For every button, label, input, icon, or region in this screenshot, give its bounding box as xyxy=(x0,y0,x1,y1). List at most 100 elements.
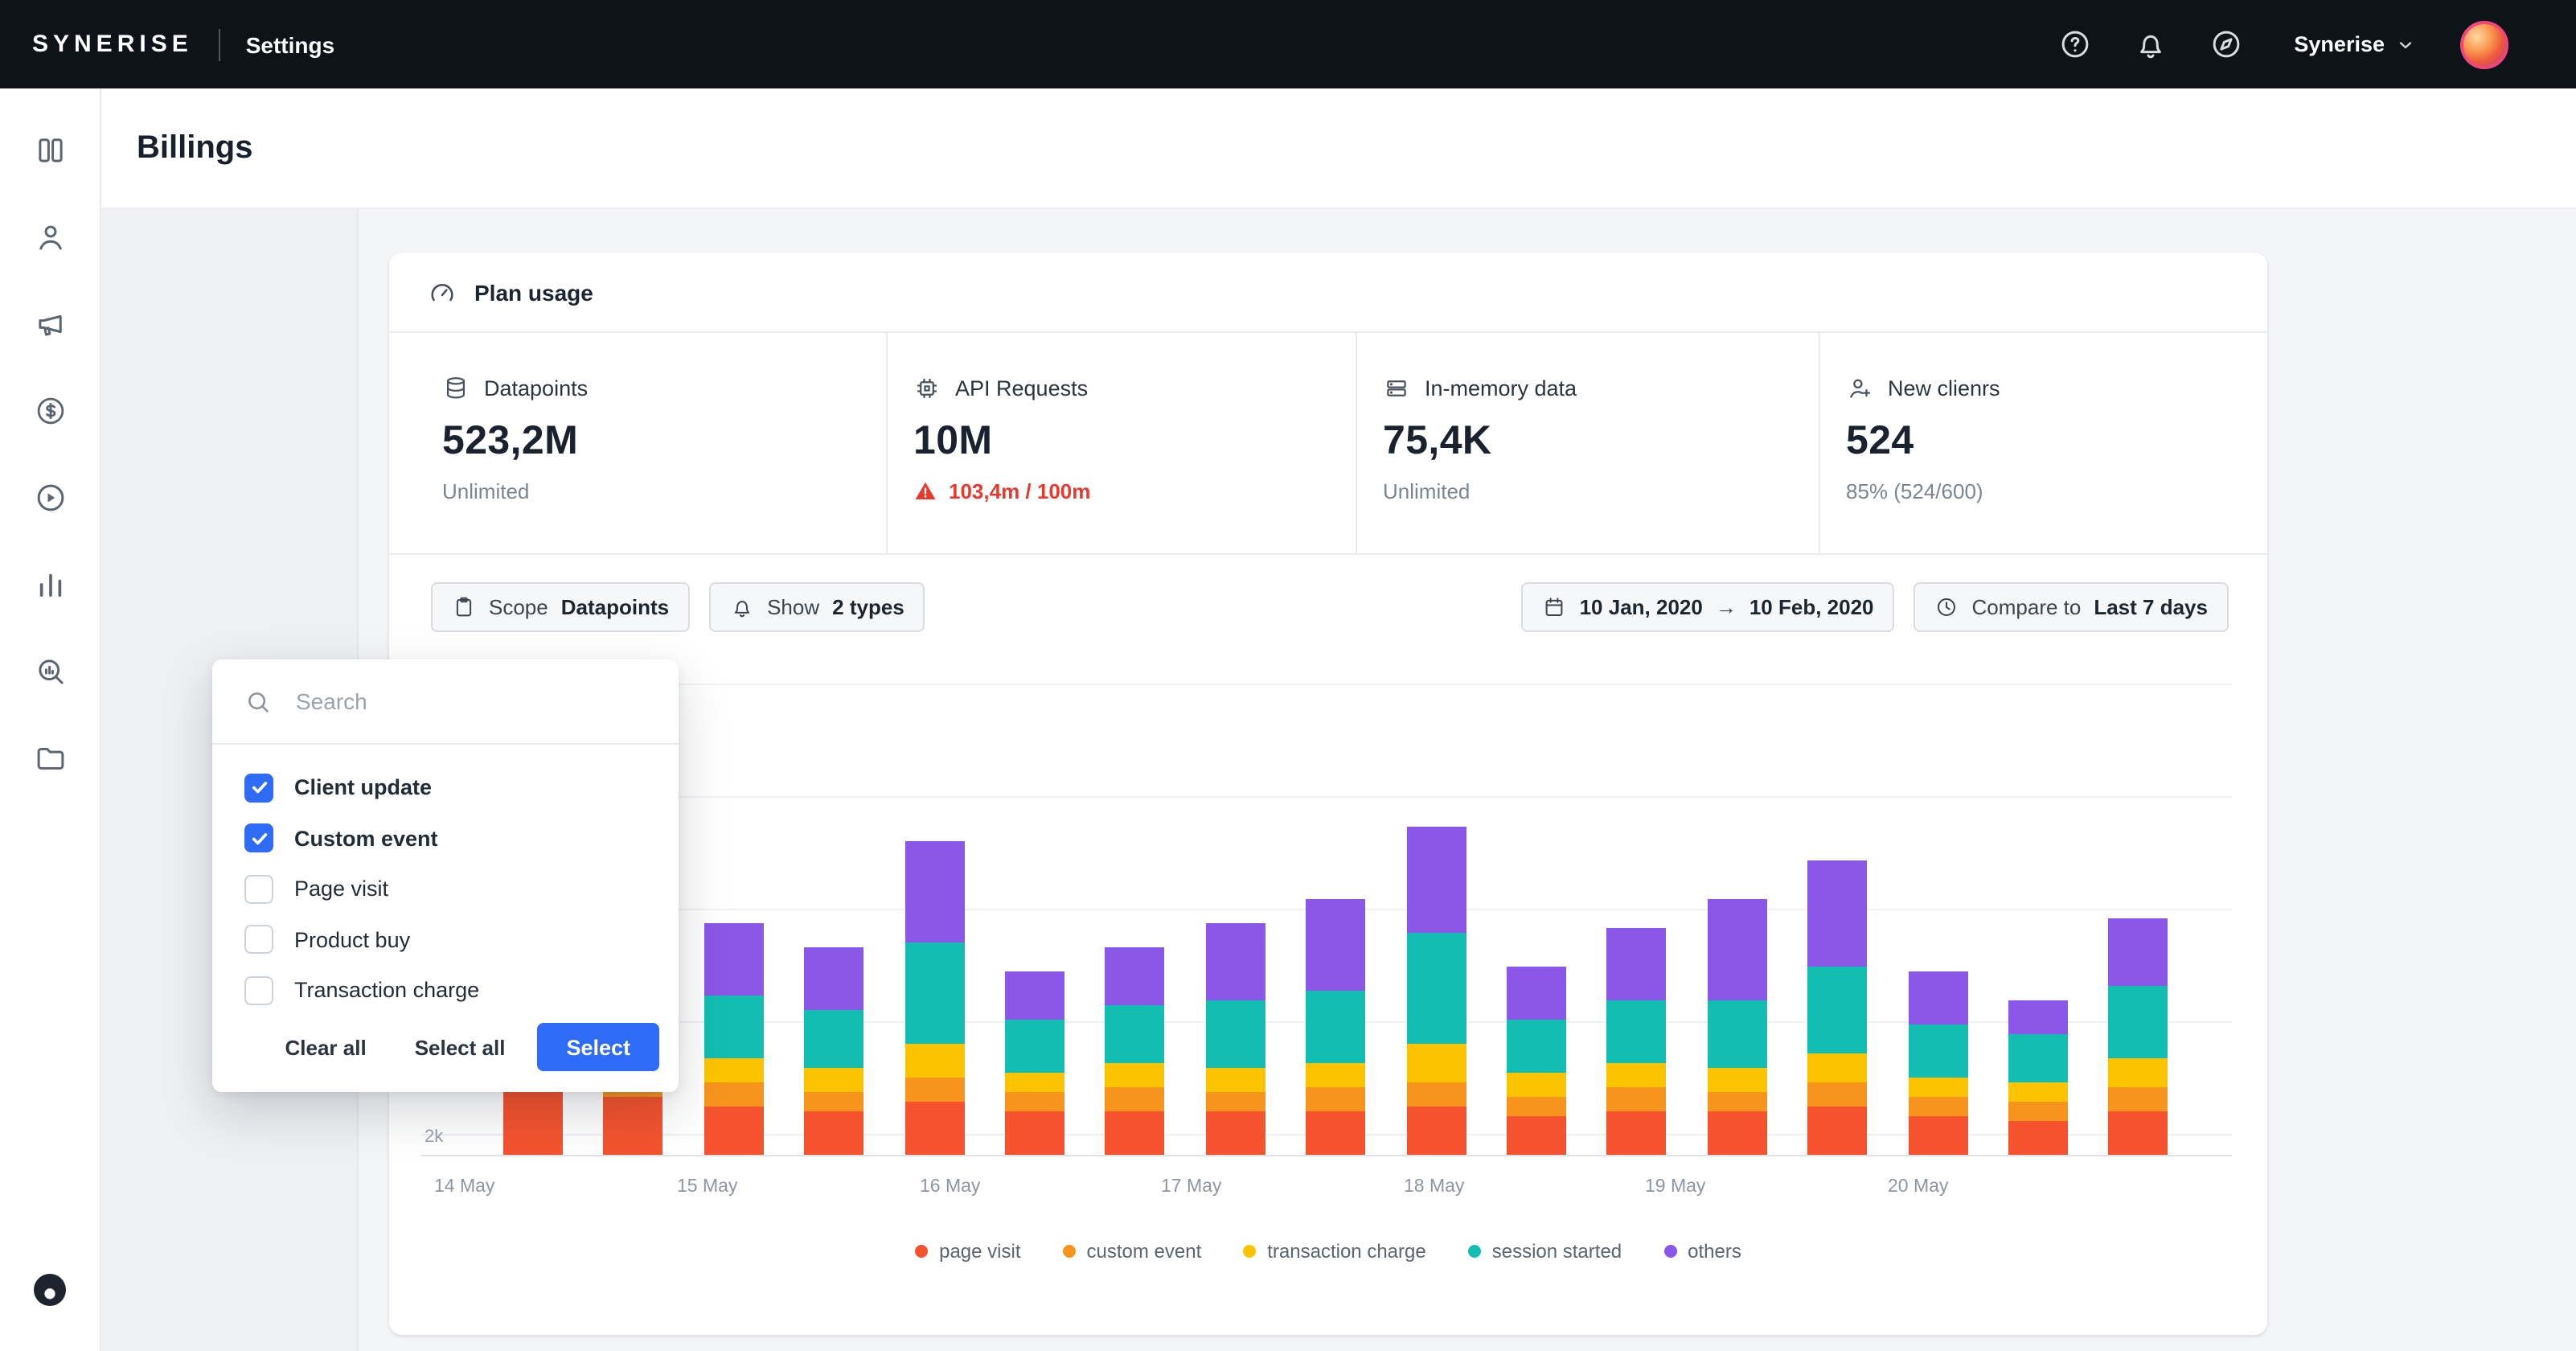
checkbox[interactable] xyxy=(244,823,273,853)
clear-all-button[interactable]: Clear all xyxy=(285,1035,367,1059)
sidebar-item-insights[interactable] xyxy=(33,655,67,688)
chart-bar xyxy=(1205,923,1265,1155)
clipboard-icon xyxy=(456,597,472,617)
user-avatar[interactable] xyxy=(2460,20,2508,68)
sidebar-item-revenue[interactable] xyxy=(33,394,67,428)
bar-segment xyxy=(1908,971,1968,1025)
bar-segment xyxy=(703,996,764,1058)
main-sidebar xyxy=(0,88,101,1351)
legend-dot xyxy=(1467,1245,1481,1258)
sidebar-item-campaigns[interactable] xyxy=(33,307,67,341)
sidebar-item-dashboard[interactable] xyxy=(33,133,67,167)
account-switcher[interactable]: Synerise xyxy=(2294,32,2415,56)
bar-segment xyxy=(1105,1005,1165,1063)
notifications-bell-icon[interactable] xyxy=(2133,27,2167,61)
bar-segment xyxy=(1507,1020,1566,1073)
option-label: Client update xyxy=(294,775,433,800)
show-types-filter-chip[interactable]: Show 2 types xyxy=(709,582,925,632)
bar-segment xyxy=(804,1111,864,1155)
cpu-icon xyxy=(917,379,937,398)
bar-segment xyxy=(1507,1097,1566,1116)
checkbox[interactable] xyxy=(244,874,273,904)
database-icon xyxy=(446,377,466,399)
stat-value: 10M xyxy=(913,418,993,463)
bar-segment xyxy=(904,1044,965,1078)
top-navigation-bar: synerise Settings Synerise xyxy=(0,0,2576,88)
bar-segment xyxy=(904,1078,965,1102)
chart-plot: 2k xyxy=(421,676,2232,1156)
stat-label: New clienrs xyxy=(1888,376,2000,400)
chart-bar xyxy=(1306,899,1366,1155)
stat-sub: Unlimited xyxy=(442,479,530,503)
sidebar-item-clients[interactable] xyxy=(33,220,67,254)
x-tick-label: 16 May xyxy=(920,1177,981,1197)
bar-segment xyxy=(804,947,864,1010)
bar-segment xyxy=(2008,1121,2068,1155)
option-custom-event[interactable]: Custom event xyxy=(212,813,679,864)
scope-filter-chip[interactable]: Scope Datapoints xyxy=(431,582,691,632)
checkbox[interactable] xyxy=(244,975,273,1005)
bar-segment xyxy=(1606,1063,1667,1087)
stat-label: Datapoints xyxy=(484,376,589,400)
page-title: Billings xyxy=(137,129,253,165)
date-range-chip[interactable]: 10 Jan, 2020 → 10 Feb, 2020 xyxy=(1521,582,1895,632)
date-to: 10 Feb, 2020 xyxy=(1749,595,1874,619)
sidebar-bottom-logo-icon[interactable] xyxy=(34,1274,66,1306)
bar-segment xyxy=(1306,1087,1366,1111)
option-page-visit[interactable]: Page visit xyxy=(212,864,679,914)
option-product-buy[interactable]: Product buy xyxy=(212,914,679,965)
bar-segment xyxy=(2008,1034,2068,1082)
sidebar-item-analytics[interactable] xyxy=(33,568,67,602)
bar-segment xyxy=(1507,967,1566,1020)
bar-segment xyxy=(1908,1097,1968,1116)
select-all-button[interactable]: Select all xyxy=(414,1035,506,1059)
bar-segment xyxy=(804,1010,864,1068)
chart-bar xyxy=(703,923,764,1155)
bar-segment xyxy=(1707,1111,1767,1155)
event-types-dropdown: Client update Custom event Page visit Pr… xyxy=(212,659,679,1092)
bar-segment xyxy=(1406,1082,1466,1107)
stat-sub: Unlimited xyxy=(1383,479,1471,503)
legend-dot xyxy=(1062,1245,1076,1258)
sidebar-item-data[interactable] xyxy=(33,741,67,775)
bar-segment xyxy=(2108,918,2168,986)
bar-segment xyxy=(1707,899,1767,1000)
bar-segment xyxy=(904,1102,965,1155)
dropdown-search-row xyxy=(212,659,679,745)
bar-segment xyxy=(2108,1058,2168,1087)
card-title: Plan usage xyxy=(474,279,593,305)
help-icon[interactable] xyxy=(2057,27,2091,61)
x-tick-label: 15 May xyxy=(677,1177,738,1197)
compare-to-chip[interactable]: Compare to Last 7 days xyxy=(1914,582,2229,632)
option-client-update[interactable]: Client update xyxy=(212,762,679,813)
legend-dot xyxy=(1243,1245,1257,1258)
stat-label: API Requests xyxy=(955,376,1089,400)
chart-bar xyxy=(1807,860,1868,1155)
bar-segment xyxy=(1205,1092,1265,1111)
bar-segment xyxy=(703,1058,764,1082)
checkbox[interactable] xyxy=(244,925,273,955)
bar-segment xyxy=(1807,1053,1868,1082)
option-transaction-charge[interactable]: Transaction charge xyxy=(212,965,679,1016)
stat-sub-alert: 103,4m / 100m xyxy=(913,479,1356,503)
stat-label: In-memory data xyxy=(1425,376,1577,400)
select-button[interactable]: Select xyxy=(537,1023,659,1071)
bar-segment xyxy=(2008,1000,2068,1034)
bar-segment xyxy=(1005,971,1064,1020)
bar-segment xyxy=(1707,1068,1767,1092)
stat-sub: 85% (524/600) xyxy=(1846,479,1983,503)
bar-segment xyxy=(2008,1102,2068,1121)
memory-icon xyxy=(1387,380,1406,396)
account-name: Synerise xyxy=(2294,32,2385,56)
legend-dot xyxy=(915,1245,929,1258)
checkbox[interactable] xyxy=(244,773,273,803)
compass-icon[interactable] xyxy=(2209,27,2242,61)
search-input[interactable] xyxy=(293,687,646,716)
chart-bar xyxy=(904,841,965,1155)
bar-segment xyxy=(1306,1063,1366,1087)
chevron-down-icon xyxy=(2399,41,2412,48)
stat-datapoints: Datapoints 523,2M Unlimited xyxy=(389,333,888,553)
y-tick-label: 2k xyxy=(425,1127,444,1147)
sidebar-item-automation[interactable] xyxy=(33,481,67,515)
